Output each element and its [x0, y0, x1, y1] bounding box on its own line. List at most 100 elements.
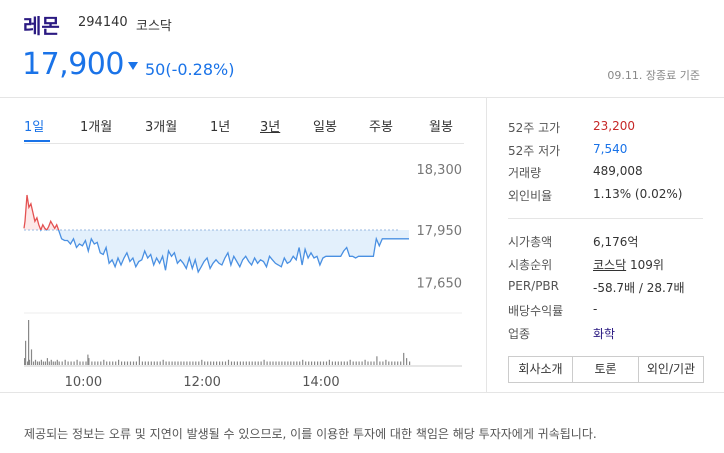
volume-bar	[109, 361, 111, 365]
volume-bar	[183, 361, 185, 365]
volume-bar	[355, 361, 357, 365]
volume-bar	[180, 361, 182, 365]
volume-bar	[245, 361, 247, 365]
volume-bar	[28, 320, 30, 365]
stock-name: 레몬	[23, 14, 60, 38]
volume-bar	[50, 359, 52, 365]
volume-bar	[287, 361, 289, 365]
volume-bar	[118, 359, 120, 365]
volume-bar	[397, 361, 399, 365]
volume-bar	[30, 349, 33, 365]
volume-bar	[325, 361, 328, 365]
price-change: 50(-0.28%)	[145, 60, 235, 79]
tab-1d[interactable]: 1일	[24, 120, 45, 135]
volume-bar	[85, 361, 87, 365]
y-tick-label: 18,300	[417, 163, 463, 178]
tab-daily[interactable]: 일봉	[313, 120, 337, 135]
volume-bar	[79, 361, 81, 365]
volume-bar	[204, 361, 206, 365]
volume-bar	[103, 359, 105, 365]
volume-bar	[138, 356, 140, 365]
volume-bar	[290, 361, 292, 365]
divider	[0, 392, 724, 393]
volume-bar	[305, 361, 307, 365]
discussion-button[interactable]: 토론	[572, 356, 639, 383]
tab-monthly[interactable]: 월봉	[429, 120, 453, 135]
volume-bar	[195, 361, 197, 365]
volume-bar	[52, 361, 54, 365]
volume-bar	[296, 361, 298, 365]
volume-bar	[168, 361, 170, 365]
market-link[interactable]: 코스닥	[593, 258, 627, 272]
tab-3y[interactable]: 3년	[260, 120, 281, 135]
info-label: PER/PBR	[508, 279, 560, 293]
volume-bar	[97, 361, 99, 365]
volume-bar	[319, 361, 322, 365]
volume-bar	[352, 361, 354, 365]
volume-bar	[159, 361, 161, 365]
active-tab-indicator	[24, 140, 50, 142]
volume-bar	[56, 359, 58, 365]
volume-bar	[58, 361, 60, 365]
volume-bar	[403, 352, 405, 365]
volume-bar	[358, 361, 360, 365]
volume-bar	[278, 361, 280, 365]
divider	[486, 98, 487, 392]
volume-bar	[141, 361, 143, 365]
price-area	[23, 194, 409, 274]
volume-bar	[153, 361, 155, 365]
volume-bar	[364, 359, 366, 365]
volume-bar	[367, 361, 369, 365]
volume-bar	[70, 361, 72, 365]
volume-bar	[308, 361, 310, 365]
volume-bar	[391, 361, 393, 365]
volume-bar	[349, 359, 351, 365]
tab-weekly[interactable]: 주봉	[369, 120, 393, 135]
volume-bar	[42, 361, 44, 365]
volume-bar	[106, 361, 108, 365]
volume-bar	[260, 361, 262, 365]
info-value: 1.13% (0.02%)	[593, 187, 683, 201]
volume-bar	[266, 361, 268, 365]
volume-bar	[27, 361, 29, 365]
tab-1m[interactable]: 1개월	[80, 120, 113, 135]
volume-bar	[121, 361, 123, 365]
volume-bar	[198, 361, 200, 365]
info-value: 코스닥 109위	[593, 256, 664, 273]
y-tick-label: 17,950	[417, 224, 463, 239]
axis-ticks: 18,300 17,950 17,650 10:00 12:00 14:00	[24, 163, 462, 390]
volume-bar	[263, 359, 265, 365]
volume-bar	[376, 356, 378, 365]
volume-bar	[147, 361, 149, 365]
foreign-institution-button[interactable]: 외인/기관	[638, 356, 704, 383]
info-value: 6,176억	[593, 235, 639, 249]
volume-bar	[299, 361, 301, 365]
volume-bar	[135, 361, 137, 365]
volume-area	[24, 320, 411, 365]
x-tick-label: 14:00	[302, 375, 339, 390]
volume-bar	[91, 361, 93, 365]
volume-bar	[124, 361, 126, 365]
volume-bar	[48, 361, 50, 365]
volume-bar	[210, 361, 212, 365]
volume-bar	[165, 361, 167, 365]
volume-bar	[162, 359, 164, 365]
company-info-button[interactable]: 회사소개	[508, 356, 573, 383]
volume-bar	[382, 361, 384, 365]
info-label: 업종	[508, 327, 531, 341]
volume-bar	[275, 361, 277, 365]
volume-bar	[340, 361, 342, 365]
volume-bar	[177, 361, 179, 365]
info-value: 489,008	[593, 164, 643, 178]
volume-bar	[129, 361, 132, 365]
volume-bar	[67, 361, 69, 365]
volume-bar	[379, 361, 381, 365]
stock-market: 코스닥	[136, 19, 172, 34]
volume-bar	[272, 361, 274, 365]
tab-1y[interactable]: 1년	[210, 120, 231, 135]
industry-link[interactable]: 화학	[593, 327, 616, 341]
as-of-date: 09.11. 장종료 기준	[607, 69, 700, 82]
volume-bar	[144, 361, 146, 365]
volume-bar	[87, 354, 89, 365]
tab-3m[interactable]: 3개월	[145, 120, 178, 135]
